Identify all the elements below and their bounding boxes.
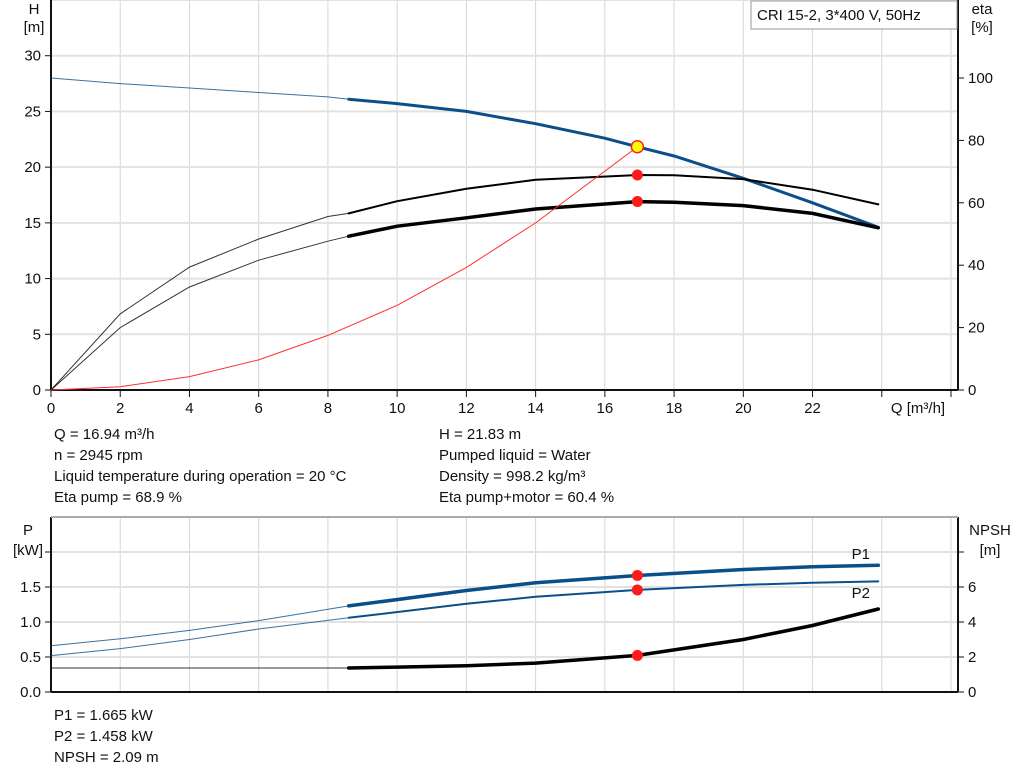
duty-point-p2 (631, 584, 643, 596)
info-p1: P1 = 1.665 kW (54, 707, 153, 724)
y-tick-label-left: 1.5 (20, 579, 41, 596)
x-axis-title: Q [m³/h] (891, 400, 945, 417)
curve-npsh (346, 607, 881, 670)
y-tick-label-right: 20 (968, 320, 985, 337)
x-tick-label: 22 (804, 400, 821, 417)
info-q: Q = 16.94 m³/h (54, 426, 155, 443)
system-curve-line (50, 146, 638, 391)
curve-eta-pump-thin (50, 212, 349, 391)
y-tick-label-right: 0 (968, 684, 976, 701)
info-temp: Liquid temperature during operation = 20… (54, 468, 347, 485)
title-box (750, 0, 958, 30)
curve-h-thin (50, 77, 349, 100)
series-label-p1: P1 (852, 546, 870, 563)
info-eta-pump-motor: Eta pump+motor = 60.4 % (439, 489, 615, 506)
x-tick-label: 0 (47, 400, 55, 417)
y-tick-label-left: 15 (24, 215, 41, 232)
duty-point-eta-pump-motor (631, 196, 643, 208)
y-tick-label-right: 100 (968, 70, 993, 87)
y-tick-label-left: 25 (24, 103, 41, 120)
y-tick-label-left: 20 (24, 159, 41, 176)
info-p2: P2 = 1.458 kW (54, 728, 153, 745)
curve-p2-thin (50, 617, 349, 657)
x-tick-label: 2 (116, 400, 124, 417)
y-tick-label-left: 0 (33, 382, 41, 399)
y-tick-label-left: 0.5 (20, 649, 41, 666)
y-axis-title-left-unit: [kW] (13, 542, 43, 559)
info-right-top: H = 21.83 m Pumped liquid = Water Densit… (439, 424, 614, 508)
y-axis-title-right-unit: [m] (980, 542, 1001, 559)
y-axis-title-right: NPSH (969, 522, 1011, 539)
curve-h (347, 97, 880, 229)
x-tick-label: 8 (324, 400, 332, 417)
x-tick-label: 6 (255, 400, 263, 417)
duty-point-eta-pump (631, 169, 643, 181)
y-tick-label-left: 1.0 (20, 614, 41, 631)
y-tick-label-left: 10 (24, 271, 41, 288)
y-tick-label-right: 6 (968, 579, 976, 596)
x-tick-label: 4 (185, 400, 193, 417)
y-axis-title-left: H (29, 1, 40, 18)
y-tick-label-right: 60 (968, 195, 985, 212)
y-tick-label-right: 0 (968, 382, 976, 399)
y-axis-title-left: P (23, 522, 33, 539)
y-tick-label-right: 40 (968, 257, 985, 274)
y-tick-label-right: 80 (968, 132, 985, 149)
duty-point-npsh (631, 649, 643, 661)
info-n: n = 2945 rpm (54, 447, 143, 464)
curve-p1-thin (50, 605, 349, 647)
series-label-p2: P2 (852, 585, 870, 602)
y-axis-title-left-unit: [m] (24, 19, 45, 36)
curve-eta-pump-motor (346, 199, 881, 238)
info-bottom: P1 = 1.665 kW P2 = 1.458 kW NPSH = 2.09 … (54, 705, 159, 768)
duty-point-head (630, 140, 645, 154)
info-h: H = 21.83 m (439, 426, 522, 443)
y-axis-title-right: eta (972, 1, 994, 18)
curve-eta-pump (347, 173, 880, 215)
info-left-top: Q = 16.94 m³/h n = 2945 rpm Liquid tempe… (54, 424, 346, 508)
y-tick-label-right: 2 (968, 649, 976, 666)
info-liquid: Pumped liquid = Water (439, 447, 591, 464)
x-tick-label: 18 (666, 400, 683, 417)
y-tick-label-right: 4 (968, 614, 976, 631)
y-tick-label-left: 0.0 (20, 684, 41, 701)
y-axis-title-right-unit: [%] (971, 19, 993, 36)
duty-point-p1 (631, 569, 643, 581)
info-eta-pump: Eta pump = 68.9 % (54, 489, 182, 506)
x-tick-label: 10 (389, 400, 406, 417)
curve-eta-pump-motor-thin (50, 235, 349, 391)
y-tick-label-left: 30 (24, 48, 41, 65)
x-tick-label: 14 (527, 400, 544, 417)
x-tick-label: 16 (597, 400, 614, 417)
y-tick-label-left: 5 (33, 326, 41, 343)
x-tick-label: 20 (735, 400, 752, 417)
info-npsh: NPSH = 2.09 m (54, 749, 159, 766)
x-tick-label: 12 (458, 400, 475, 417)
info-density: Density = 998.2 kg/m³ (439, 468, 586, 485)
chart-title: CRI 15-2, 3*400 V, 50Hz (757, 7, 921, 24)
curve-p1 (346, 563, 881, 608)
